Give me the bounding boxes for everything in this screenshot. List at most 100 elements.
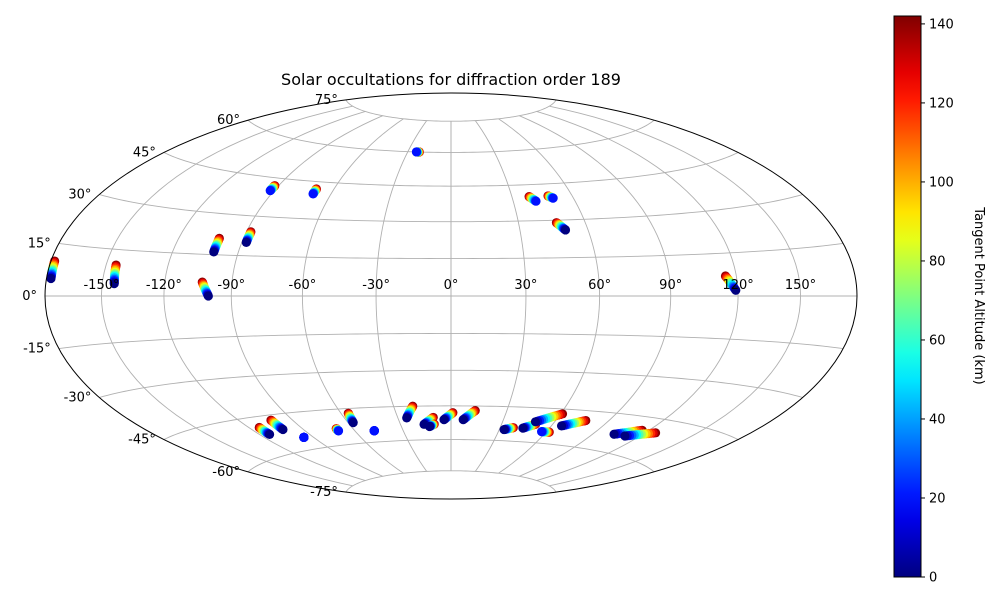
parallel-line [99,369,803,398]
occultation-point [241,237,251,247]
occultation-track [369,426,379,436]
chart-title: Solar occultations for diffraction order… [281,70,621,89]
colorbar-tick-label: 140 [929,17,954,32]
parallel-line [345,99,557,122]
occultation-track [620,428,661,441]
occultation-track [424,419,439,432]
occultation-track [402,401,418,423]
occultation-point [609,429,619,439]
occultation-point [348,417,358,428]
occultation-track [331,424,344,436]
occultation-track [266,415,288,435]
longitude-tick-label: 90° [659,278,682,293]
parallel-line [99,194,803,223]
occultation-point [424,421,435,432]
occultation-track [458,406,480,425]
colorbar-tick-label: 100 [929,175,954,190]
latitude-tick-label: 75° [315,93,338,108]
occultation-point [530,417,541,427]
occultation-track [530,409,568,427]
longitude-tick-label: -30° [362,278,390,293]
colorbar-tick-label: 60 [929,334,946,349]
longitude-tick-label: 30° [514,278,537,293]
colorbar: 0 20 40 60 80 100 120 140 Tangent Point Altitud… [893,15,986,586]
parallel-line [58,243,844,259]
occultation-point [439,415,449,425]
occultation-track [299,432,309,442]
parallel-line [247,439,655,473]
occultation-track [499,423,518,435]
occultation-track [537,426,554,437]
latitude-tick-label: -15° [23,342,51,357]
occultation-track [439,408,458,425]
occultation-point [499,424,509,435]
occultation-point [531,196,541,206]
parallel-line [163,152,739,187]
latitude-tick-label: 15° [28,237,51,252]
latitude-tick-labels: -75° -60° -45° -30° -15° 0° 15° 30° 45° 60° 75° [22,93,338,500]
occultation-track [308,184,322,199]
occultation-point [458,415,468,425]
occultation-track [551,218,571,235]
longitude-tick-label: -90° [217,278,245,293]
occultation-point [299,432,309,442]
occultation-track [720,271,741,295]
latitude-tick-label: 30° [68,188,91,203]
occultation-track [419,412,438,429]
longitude-tick-label: -150° [83,278,119,293]
longitude-tick-label: 0° [444,278,459,293]
colorbar-tick-label: 120 [929,96,954,111]
colorbar-ticks: 0 20 40 60 80 100 120 140 [921,17,954,586]
latitude-tick-label: -30° [64,391,92,406]
longitude-tick-label: -60° [289,278,317,293]
occultation-point [731,285,741,295]
occultation-track [265,181,280,196]
occultation-point [109,279,119,289]
map-boundary [44,92,858,500]
occultation-track [556,415,591,431]
occultation-point [209,247,219,257]
occultation-point [411,147,422,157]
longitude-tick-label: 150° [785,278,816,293]
occultation-track [197,277,213,301]
occultation-point [518,423,528,433]
parallel-line [163,405,739,440]
occultation-track [411,147,424,157]
latitude-tick-label: -60° [212,465,240,480]
parallel-line [247,119,655,153]
latitude-tick-label: -45° [128,433,156,448]
occultation-track [543,191,558,203]
colorbar-tick-label: 0 [929,571,937,586]
colorbar-tick-label: 20 [929,492,946,507]
colorbar-tick-label: 40 [929,413,946,428]
occultation-track [524,192,541,206]
occultation-track [254,422,275,440]
longitude-tick-label: 120° [722,278,753,293]
longitude-tick-label: 60° [588,278,611,293]
occultation-track [241,227,256,247]
colorbar-label: Tangent Point Altitude (km) [971,206,986,384]
occultation-point [265,185,275,196]
occultation-point [548,193,558,203]
occultation-point [333,426,344,436]
occultation-track [209,233,224,257]
occultation-point [369,426,379,436]
occultation-point [537,426,547,437]
occultation-point [278,424,288,435]
latitude-tick-label: 45° [133,146,156,161]
occultation-track [46,256,60,284]
occultation-point [264,429,275,440]
occultation-point [203,291,213,301]
parallel-line [58,333,844,349]
occultation-track [109,260,121,289]
latitude-tick-label: 0° [22,289,37,304]
occultation-points [46,147,741,442]
occultation-point [620,431,630,441]
colorbar-tick-label: 80 [929,254,946,269]
occultation-point [556,421,567,431]
latitude-tick-label: -75° [310,485,338,500]
longitude-tick-labels: -150° -120° -90° -60° -30° 0° 30° 60° 90° 120° 150… [83,278,816,293]
occultation-point [308,189,318,199]
parallel-line [345,470,557,493]
